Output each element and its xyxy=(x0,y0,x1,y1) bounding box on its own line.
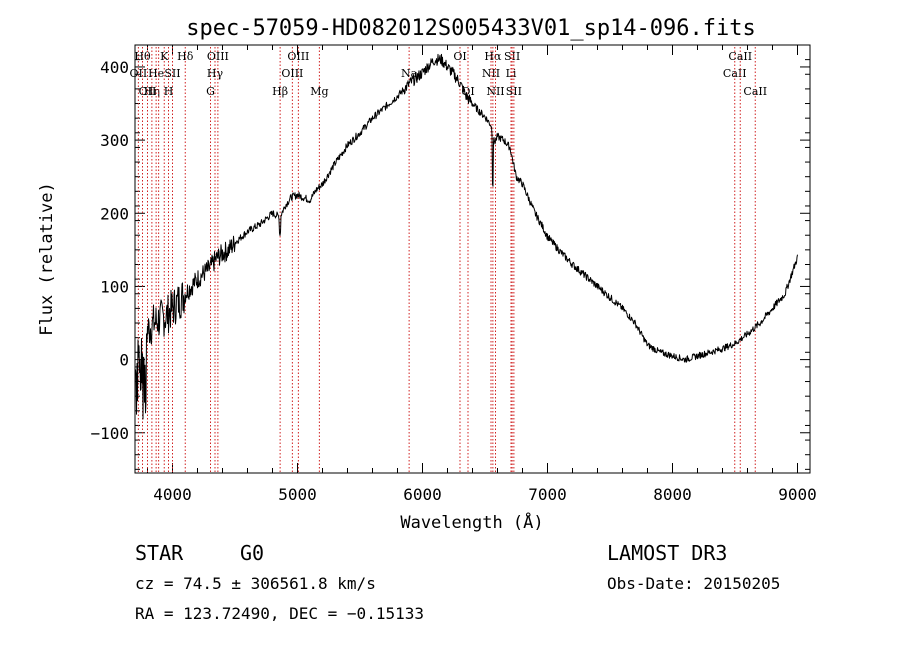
y-tick-label: 0 xyxy=(119,351,129,370)
spectral-line-label: NII xyxy=(482,67,500,80)
spectral-line-label: NII xyxy=(486,85,504,98)
spectral-line-label: Hη xyxy=(144,85,160,98)
plot-frame xyxy=(134,44,811,474)
flux-series xyxy=(134,53,798,420)
spectral-line-label: OII xyxy=(130,67,148,80)
spectral-line-label: CaII xyxy=(728,50,752,63)
x-tick-label: 5000 xyxy=(278,485,317,504)
y-tick-label: 100 xyxy=(100,277,129,296)
y-tick-label: 300 xyxy=(100,131,129,150)
y-axis-ticks: −100 0 100 200 300 400 xyxy=(90,58,810,470)
spectral-line-label: SII xyxy=(164,67,180,80)
spectral-line-markers: OIIHθOIIHηHeKHSIIHδGHγOIIIHβOIIIOIIIMgNa… xyxy=(130,47,767,473)
x-tick-label: 7000 xyxy=(528,485,567,504)
spectral-line-label: Hγ xyxy=(207,67,224,80)
y-tick-label: 400 xyxy=(100,58,129,77)
chart-title: spec-57059-HD082012S005433V01_sp14-096.f… xyxy=(186,16,756,41)
x-tick-label: 9000 xyxy=(778,485,817,504)
observation-date: Obs-Date: 20150205 xyxy=(607,574,780,593)
plot-axes xyxy=(134,44,811,474)
spectral-line-label: K xyxy=(160,50,169,63)
spectral-line-label: OIII xyxy=(287,50,309,63)
x-axis-label: Wavelength (Å) xyxy=(400,511,543,533)
spectral-line-label: Mg xyxy=(310,85,328,98)
spectral-line-label: CaII xyxy=(743,85,767,98)
flux-line xyxy=(134,53,798,420)
object-subclass: G0 xyxy=(240,541,264,565)
x-axis-ticks: 4000 5000 6000 7000 8000 9000 xyxy=(147,45,817,504)
spectral-line-label: SII xyxy=(506,85,522,98)
spectral-line-label: Hβ xyxy=(272,85,288,98)
y-axis-label: Flux (relative) xyxy=(37,182,57,336)
spectral-line-label: Hθ xyxy=(134,50,151,63)
spectral-line-label: Li xyxy=(506,67,517,80)
spectral-line-label: OIII xyxy=(281,67,303,80)
x-tick-label: 6000 xyxy=(403,485,442,504)
spectral-line-label: OII xyxy=(139,85,157,98)
x-tick-label: 8000 xyxy=(653,485,692,504)
spectral-line-label: Hα xyxy=(484,50,502,63)
spectral-line-label: OI xyxy=(453,50,466,63)
survey-name: LAMOST DR3 xyxy=(607,541,727,565)
x-tick-label: 4000 xyxy=(153,485,192,504)
spectral-line-label: OIII xyxy=(207,50,229,63)
spectral-line-label: H xyxy=(164,85,174,98)
spectral-line-label: SII xyxy=(504,50,520,63)
y-tick-label: 200 xyxy=(100,204,129,223)
spectral-line-label: G xyxy=(206,85,215,98)
spectral-line-label: Hδ xyxy=(177,50,194,63)
y-tick-label: −100 xyxy=(90,424,129,443)
spectral-line-label: CaII xyxy=(723,67,747,80)
spectral-line-label: He xyxy=(148,67,164,80)
object-class: STAR xyxy=(135,541,184,565)
redshift-text: cz = 74.5 ± 306561.8 km/s xyxy=(135,574,376,593)
coordinates-text: RA = 123.72490, DEC = −0.15133 xyxy=(135,604,424,623)
